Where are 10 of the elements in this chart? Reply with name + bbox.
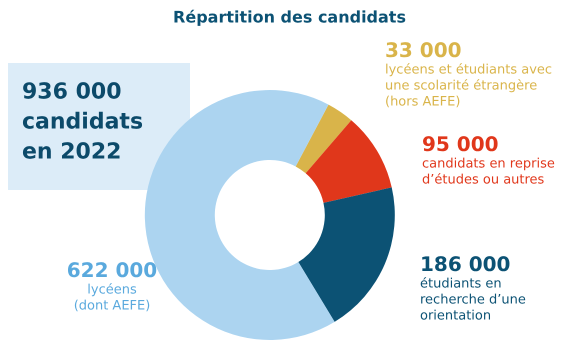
data-label: 186 000	[420, 252, 510, 276]
slice-label: lycéens et étudiants avec une scolarité étrangère (hors AEFE)	[385, 62, 552, 110]
data-label: 622 000	[66, 258, 158, 282]
slice-label: lycéens (dont AEFE)	[74, 282, 150, 314]
slice-label: candidats en reprise d’études ou autres	[422, 156, 555, 188]
data-label: 33 000	[385, 38, 462, 62]
slice-label: étudiants en recherche d’une orientation	[420, 276, 526, 324]
data-label: 95 000	[422, 132, 499, 156]
chart-title: Répartition des candidats	[173, 8, 406, 26]
text: 936 000 candidats en 2022	[22, 80, 151, 164]
